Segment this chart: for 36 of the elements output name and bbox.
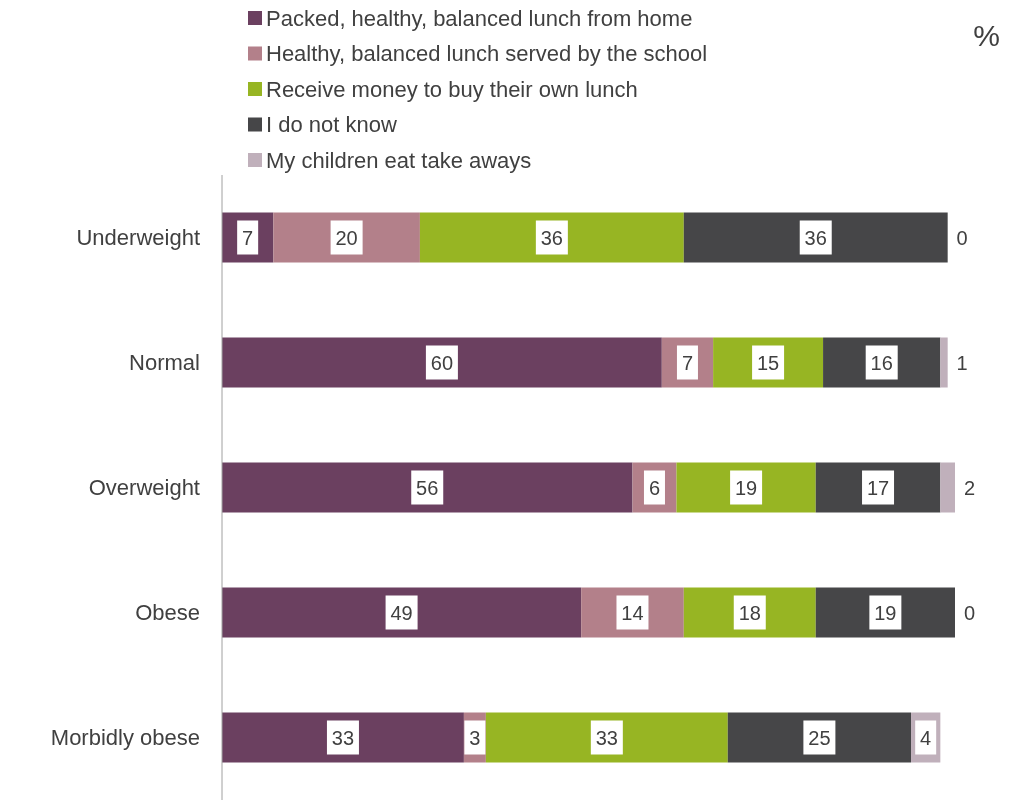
legend-label: Healthy, balanced lunch served by the school	[266, 41, 708, 67]
data-label: 36	[540, 226, 563, 249]
data-label: 1	[956, 351, 968, 374]
data-label: 36	[804, 226, 827, 249]
legend-label: My children eat take aways	[266, 147, 532, 173]
data-label: 56	[416, 476, 439, 499]
data-label: 33	[595, 726, 618, 749]
legend-label: Packed, healthy, balanced lunch from home	[266, 5, 693, 31]
text: %	[973, 19, 1000, 52]
data-label: 6	[648, 476, 661, 499]
data-label: 0	[963, 601, 976, 624]
data-label: 49	[390, 601, 413, 624]
y-tick-label: Normal	[129, 350, 200, 376]
y-tick-label: Morbidly obese	[50, 725, 200, 751]
data-label: 0	[956, 226, 968, 249]
data-label: 19	[734, 476, 758, 499]
data-label: 17	[866, 476, 890, 499]
data-label: 33	[331, 726, 355, 749]
data-label: 20	[335, 226, 358, 249]
y-tick-label: Underweight	[76, 225, 200, 251]
data-label: 60	[430, 351, 454, 374]
data-label: 19	[874, 601, 897, 624]
legend-label: I do not know	[266, 112, 397, 138]
y-tick-label: Overweight	[88, 475, 200, 501]
data-label: 14	[621, 601, 644, 624]
data-label: 4	[920, 726, 932, 749]
legend-label: Receive money to buy their own lunch	[266, 76, 638, 102]
data-label: 15	[756, 351, 780, 374]
data-label: 16	[870, 351, 893, 374]
data-label: 3	[469, 726, 481, 749]
data-label: 2	[963, 476, 976, 499]
data-label: 7	[242, 226, 254, 249]
data-label: 18	[738, 601, 761, 624]
data-label: 25	[808, 726, 831, 749]
y-tick-label: Obese	[135, 600, 200, 626]
data-label: 7	[681, 351, 694, 374]
